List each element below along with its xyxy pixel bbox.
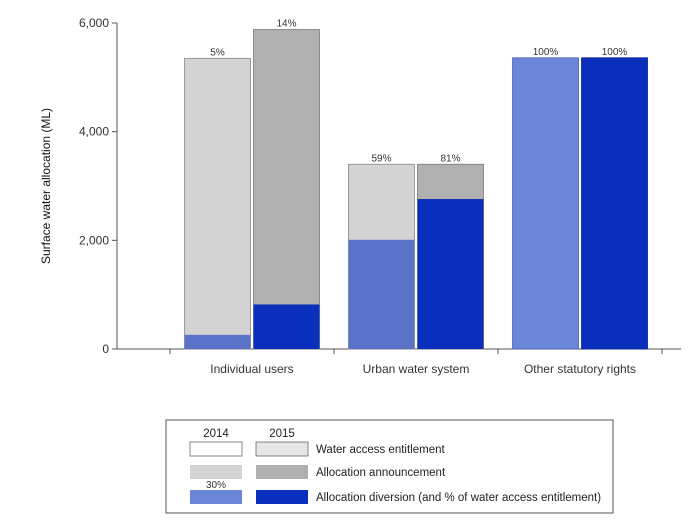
legend-swatch-2015: [256, 465, 308, 479]
bar-announcement-2015: [253, 29, 320, 350]
legend-swatch-2015: [255, 441, 309, 457]
legend-swatch-2014: [190, 465, 242, 479]
category-label: Urban water system: [363, 362, 470, 376]
legend-year-2014: 2014: [203, 428, 229, 440]
labels: 5% 14% Individual users 59% 81% Urban water s…: [210, 19, 636, 376]
bars: [184, 29, 648, 350]
legend-entry-label: Water access entitlement: [316, 444, 445, 456]
bar-diversion-2014: [184, 334, 251, 349]
legend-entry-label: Allocation diversion (and % of water acc…: [316, 492, 601, 504]
category-label: Individual users: [210, 362, 293, 376]
y-tick-label: 4,000: [79, 125, 109, 139]
legend-swatch-2015: [256, 490, 308, 504]
legend: 2014 2015 Water access entitlement Allocati…: [165, 419, 614, 514]
bar-announcement-2014: [184, 57, 251, 350]
percent-label-2014: 59%: [371, 153, 391, 164]
percent-label-2015: 81%: [440, 153, 460, 164]
legend-sample-percent: 30%: [206, 480, 226, 491]
legend-year-2015: 2015: [269, 428, 295, 440]
percent-label-2014: 100%: [533, 47, 559, 58]
legend-swatch-2014: [190, 490, 242, 504]
y-tick-label: 6,000: [79, 16, 109, 30]
legend-entry-label: Allocation announcement: [316, 467, 446, 479]
percent-label-2015: 100%: [602, 47, 628, 58]
legend-swatch-2014: [189, 441, 243, 457]
bar-diversion-2015: [253, 304, 320, 349]
percent-label-2015: 14%: [276, 19, 296, 30]
category-label: Other statutory rights: [524, 362, 636, 376]
bar-diversion-2014: [348, 239, 415, 349]
y-axis-title: Surface water allocation (ML): [39, 108, 53, 264]
bar-diversion-2015: [417, 199, 484, 349]
percent-label-2014: 5%: [210, 47, 225, 58]
y-tick-label: 2,000: [79, 233, 109, 247]
bar-diversion-2015: [581, 57, 648, 350]
y-tick-label: 0: [102, 342, 109, 356]
bar-diversion-2014: [512, 57, 579, 350]
